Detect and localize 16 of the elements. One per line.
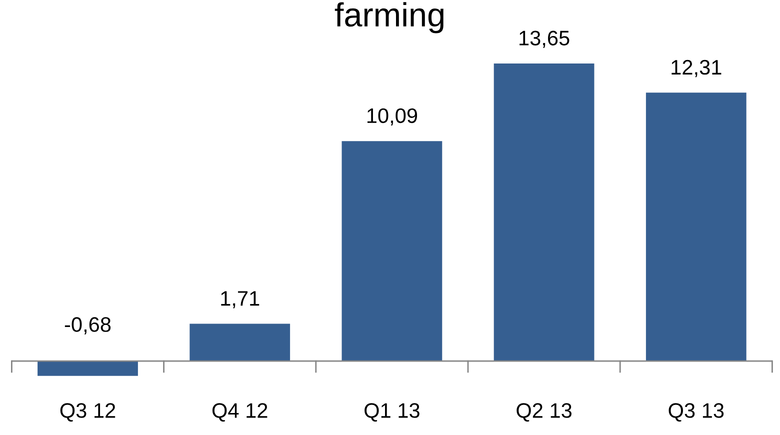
- data-label: 10,09: [367, 108, 418, 126]
- bar: [646, 92, 746, 362]
- x-tick-label: Q3 12: [60, 403, 116, 422]
- data-label: 12,31: [672, 60, 722, 78]
- data-label: 13,65: [520, 30, 570, 48]
- x-tick-label: Q1 13: [364, 403, 420, 422]
- x-tick-label: Q2 13: [516, 403, 572, 422]
- bar: [38, 361, 138, 376]
- data-label: -0,68: [64, 317, 111, 334]
- bar: [342, 141, 442, 362]
- data-label: 1,71: [221, 291, 260, 308]
- chart-title: farming: [334, 2, 444, 34]
- x-tick-label: Q4 12: [212, 403, 268, 422]
- bar: [494, 63, 594, 362]
- x-tick-label: Q3 13: [668, 403, 724, 422]
- bar: [190, 324, 290, 362]
